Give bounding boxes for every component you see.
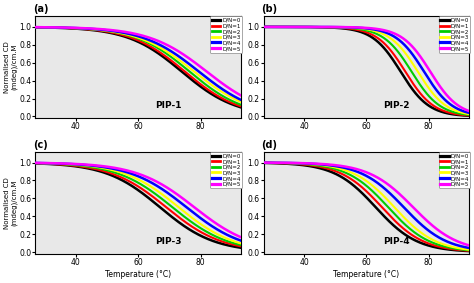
Text: PIP-3: PIP-3 bbox=[155, 237, 181, 246]
Legend: D/N=0, D/N=1, D/N=2, D/N=3, D/N=4, D/N=5: D/N=0, D/N=1, D/N=2, D/N=3, D/N=4, D/N=5 bbox=[210, 152, 242, 188]
X-axis label: Temperature (°C): Temperature (°C) bbox=[105, 270, 171, 279]
X-axis label: Temperature (°C): Temperature (°C) bbox=[333, 270, 400, 279]
Text: (d): (d) bbox=[262, 140, 277, 150]
Y-axis label: Normalised CD
(mdeg)/cm.M: Normalised CD (mdeg)/cm.M bbox=[4, 177, 18, 229]
Text: PIP-2: PIP-2 bbox=[383, 101, 410, 110]
Legend: D/N=0, D/N=1, D/N=2, D/N=3, D/N=4, D/N=5: D/N=0, D/N=1, D/N=2, D/N=3, D/N=4, D/N=5 bbox=[438, 16, 470, 53]
Text: (c): (c) bbox=[33, 140, 48, 150]
Text: (a): (a) bbox=[33, 4, 49, 14]
Legend: D/N=0, D/N=1, D/N=2, D/N=3, D/N=4, D/N=5: D/N=0, D/N=1, D/N=2, D/N=3, D/N=4, D/N=5 bbox=[210, 16, 242, 53]
Text: PIP-1: PIP-1 bbox=[155, 101, 181, 110]
Y-axis label: Normalised CD
(mdeg)/cm.M: Normalised CD (mdeg)/cm.M bbox=[4, 41, 18, 93]
Text: PIP-4: PIP-4 bbox=[383, 237, 410, 246]
Legend: D/N=0, D/N=1, D/N=2, D/N=3, D/N=4, D/N=5: D/N=0, D/N=1, D/N=2, D/N=3, D/N=4, D/N=5 bbox=[438, 152, 470, 188]
Text: (b): (b) bbox=[262, 4, 278, 14]
